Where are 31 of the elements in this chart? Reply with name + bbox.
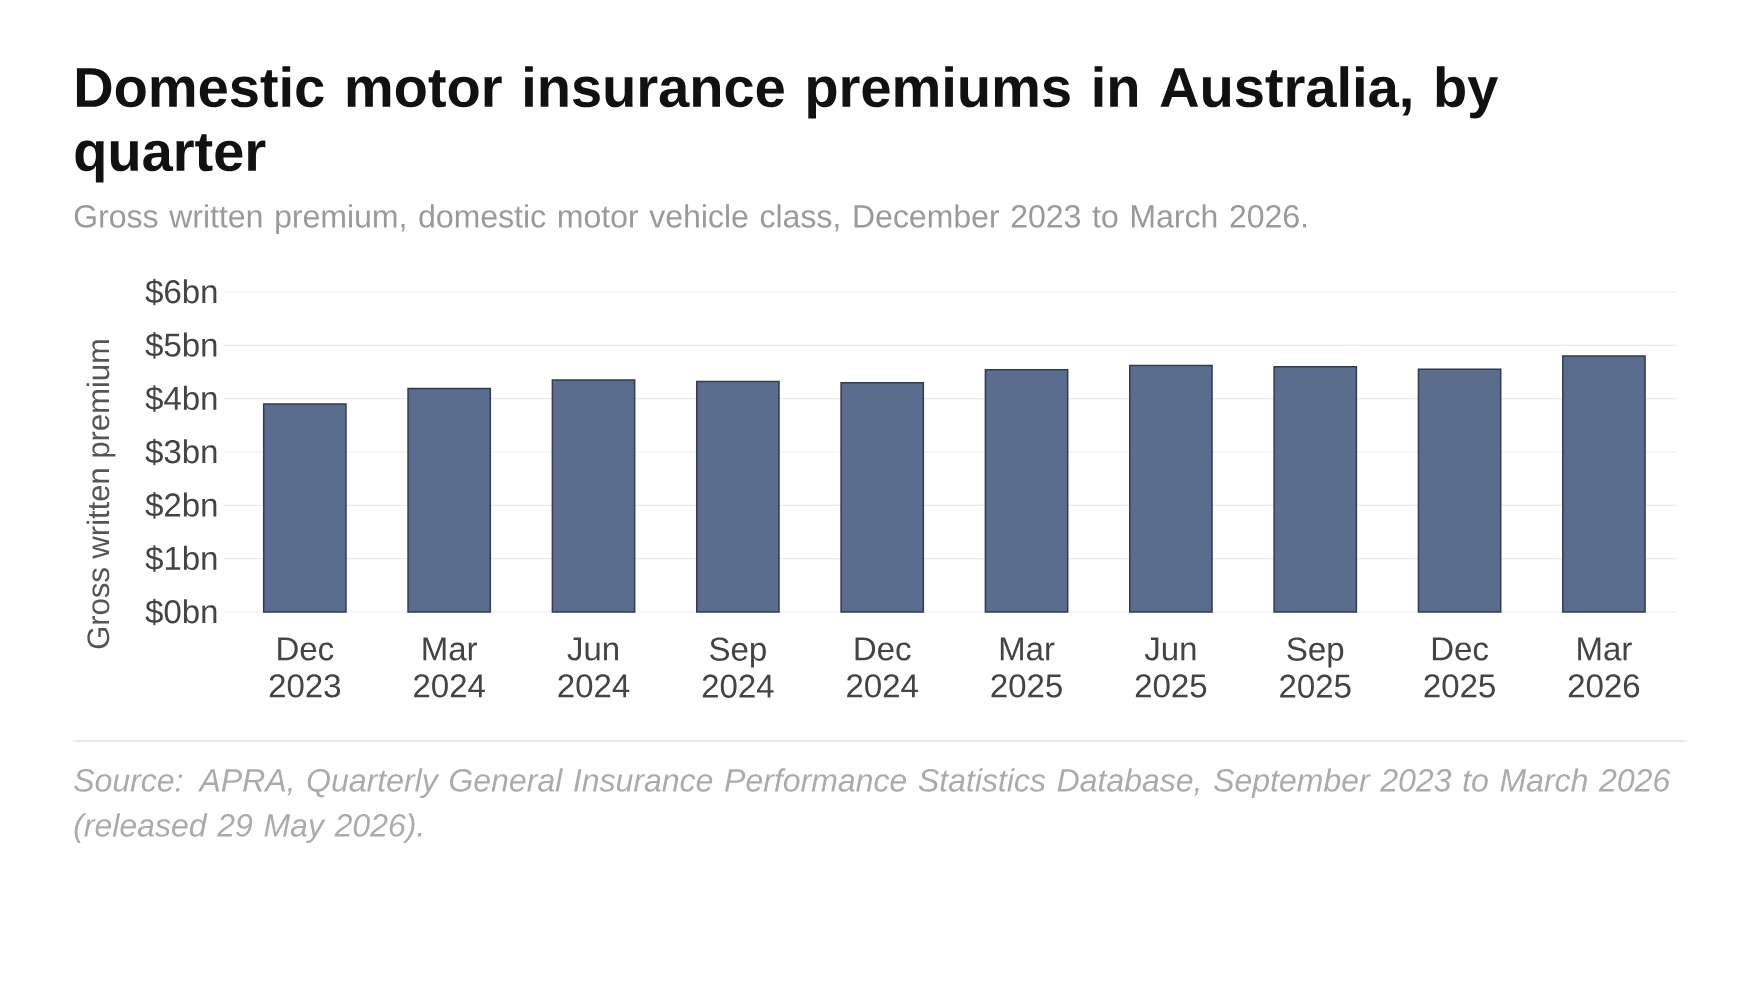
x-tick-label: Sep 2024 xyxy=(702,637,774,698)
bar xyxy=(262,403,347,613)
y-tick-label: $6bn xyxy=(145,278,217,306)
bar xyxy=(1129,364,1213,613)
bar xyxy=(840,381,925,613)
x-tick-label: Dec 2023 xyxy=(269,637,341,698)
bar xyxy=(984,369,1069,613)
x-tick-label: Mar 2024 xyxy=(414,637,485,698)
x-tick-label: Dec 2025 xyxy=(1424,637,1495,698)
bar xyxy=(407,387,492,613)
x-tick-label: Mar 2025 xyxy=(991,637,1062,698)
source-note: Source: APRA, Quarterly General Insurance Performance Statistics Database, September 2023 to March 2026 (released 29 May 2026). xyxy=(74,768,1671,844)
chart-title: Domestic motor insurance premiums in Australia, by quarter xyxy=(75,66,1499,183)
y-tick-label: $3bn xyxy=(145,438,217,466)
y-tick-label: $4bn xyxy=(145,385,217,413)
chart-subtitle: Gross written premium, domestic motor vehicle class, December 2023 to March 2026. xyxy=(74,204,1307,235)
bar xyxy=(1417,368,1502,613)
y-axis-title: Gross written premium xyxy=(86,340,116,649)
y-tick-label: $5bn xyxy=(145,331,217,359)
y-tick-label: $0bn xyxy=(145,598,217,626)
x-tick-label: Dec 2024 xyxy=(847,637,918,698)
bar xyxy=(1562,355,1646,613)
y-tick-label: $1bn xyxy=(145,545,217,573)
x-tick-label: Sep 2025 xyxy=(1280,637,1351,698)
x-tick-label: Mar 2026 xyxy=(1568,637,1640,698)
x-tick-label: Jun 2024 xyxy=(558,637,630,698)
bar xyxy=(551,379,636,613)
bar xyxy=(1273,365,1358,613)
bar xyxy=(695,380,780,613)
x-tick-label: Jun 2025 xyxy=(1135,637,1207,698)
y-tick-label: $2bn xyxy=(145,491,217,519)
